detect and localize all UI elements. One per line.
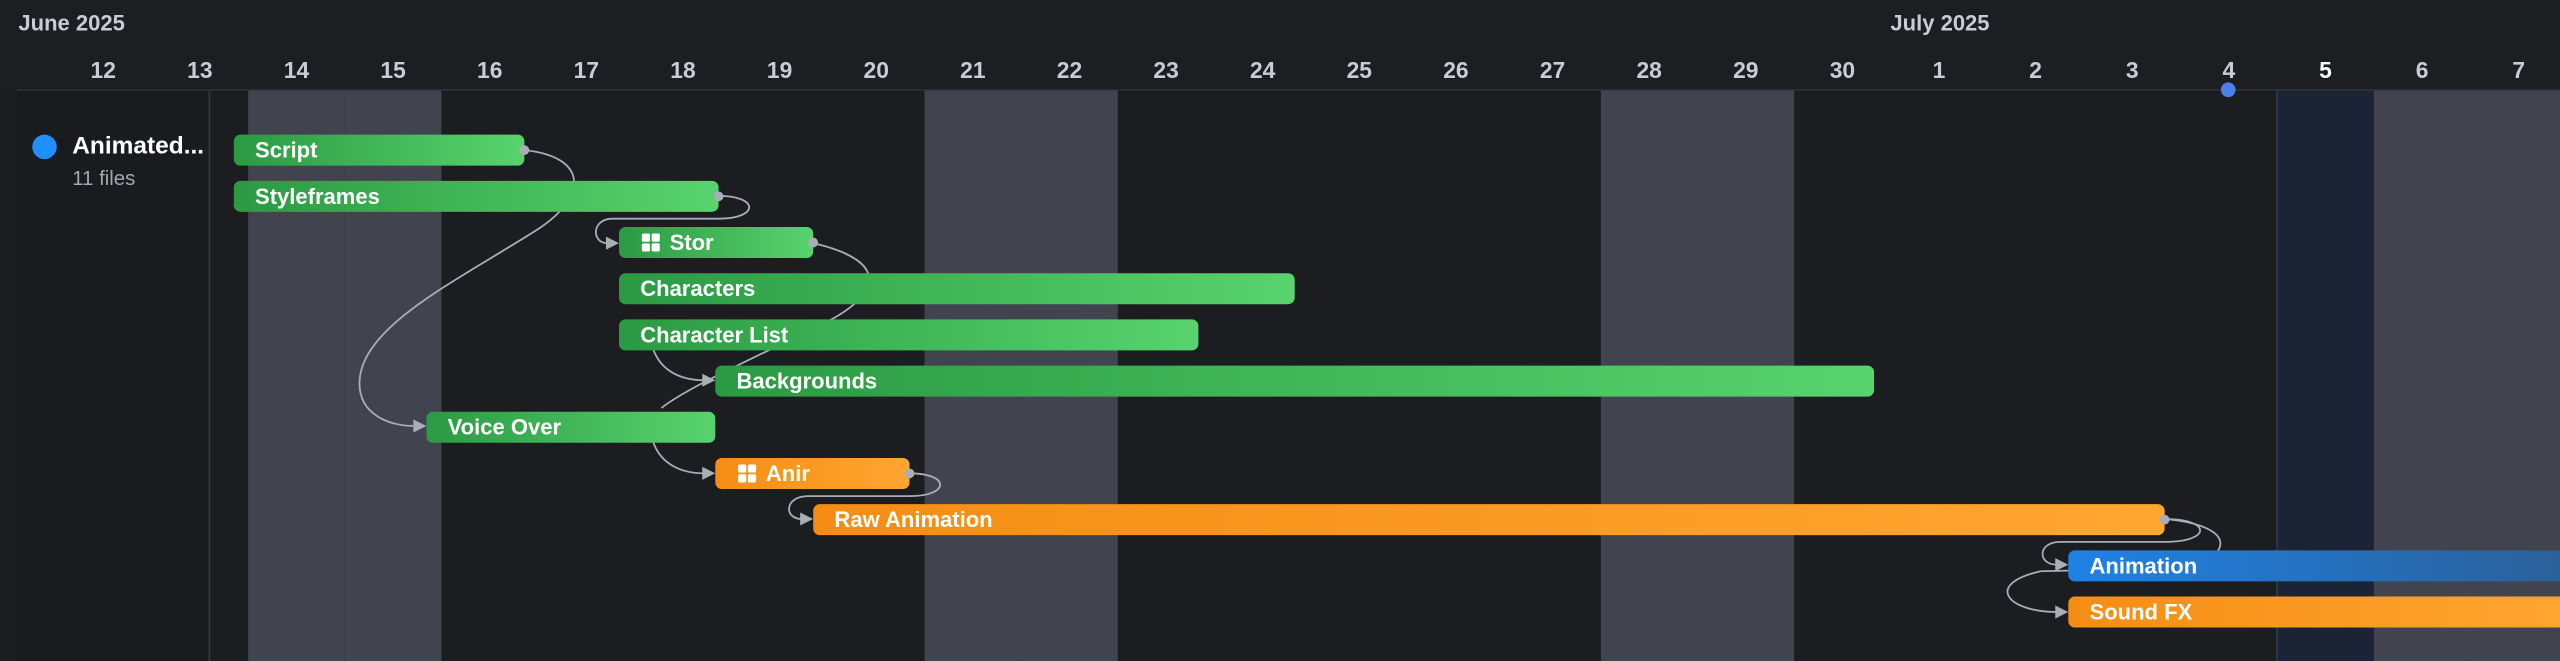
task-label[interactable]: Characters <box>640 276 755 301</box>
day-labels: 12 13 14 15 16 17 18 19 20 21 22 23 24 25 26 27 28 29 30 1 2… <box>91 57 2526 83</box>
task-icon <box>651 233 660 242</box>
task-bar[interactable] <box>2068 596 2560 628</box>
day-label: 26 <box>1443 57 1468 83</box>
day-label: 18 <box>670 57 695 83</box>
project-dot[interactable] <box>32 134 57 160</box>
task-bars: Script Styleframes Stor Characters Character… <box>233 134 2560 628</box>
task-icon <box>738 464 747 473</box>
day-label: 1 <box>1933 57 1946 83</box>
day-label: 22 <box>1057 57 1082 83</box>
task-bar[interactable] <box>619 319 1199 351</box>
task-label[interactable]: Backgrounds <box>737 369 878 394</box>
connector <box>595 194 750 245</box>
day-label: 17 <box>574 57 599 83</box>
day-label: 14 <box>284 57 310 83</box>
connector-handle <box>904 468 915 479</box>
day-label: 25 <box>1347 57 1373 83</box>
day-label: 12 <box>91 57 116 83</box>
task-bar[interactable] <box>715 457 910 489</box>
day-label: 24 <box>1250 57 1276 83</box>
task-label[interactable]: Character List <box>640 322 789 347</box>
day-label: 5 <box>2319 57 2332 83</box>
arrowhead <box>702 373 716 387</box>
task-icon <box>641 243 651 252</box>
task-bar[interactable] <box>233 134 525 166</box>
day-label: 3 <box>2126 57 2139 83</box>
task-bar[interactable] <box>619 273 1295 305</box>
task-bar[interactable] <box>426 411 716 443</box>
day-label: 2 <box>2029 57 2042 83</box>
header <box>0 0 2560 90</box>
month-label: June 2025 <box>18 10 124 35</box>
arrowheads <box>413 236 2069 619</box>
day-label: 13 <box>187 57 212 83</box>
connector <box>652 348 704 382</box>
connector-handle <box>519 145 530 156</box>
connector-handle <box>808 237 819 248</box>
task-icon <box>738 474 747 483</box>
project-files: 11 files <box>72 168 135 190</box>
task-label[interactable]: Stor <box>670 230 714 255</box>
today-marker <box>2220 82 2236 98</box>
task-label[interactable]: Styleframes <box>255 184 380 209</box>
month-label: July 2025 <box>1890 10 1989 35</box>
day-label: 19 <box>767 57 792 83</box>
day-label: 27 <box>1540 57 1565 83</box>
day-label: 23 <box>1153 57 1178 83</box>
connector-handle <box>2159 514 2170 525</box>
day-label: 16 <box>477 57 502 83</box>
day-label: 20 <box>864 57 889 83</box>
task-bar[interactable] <box>2068 550 2560 582</box>
task-label[interactable]: Sound FX <box>2090 599 2193 624</box>
day-label: 29 <box>1733 57 1758 83</box>
task-icon <box>747 464 757 473</box>
arrowhead <box>413 419 427 433</box>
day-label: 21 <box>960 57 986 83</box>
connector <box>788 472 941 520</box>
arrowhead <box>702 466 716 480</box>
arrowhead <box>605 236 619 250</box>
day-label: 7 <box>2512 57 2525 83</box>
task-label[interactable]: Animation <box>2090 553 2198 578</box>
arrowhead <box>800 512 814 526</box>
arrowhead <box>2055 558 2069 572</box>
connector <box>652 441 704 475</box>
day-label: 30 <box>1830 57 1855 83</box>
day-label: 28 <box>1636 57 1661 83</box>
arrowhead <box>2055 605 2069 619</box>
task-label[interactable]: Voice Over <box>448 415 562 440</box>
left-panel <box>16 89 210 661</box>
day-label: 6 <box>2416 57 2429 83</box>
task-bar[interactable] <box>233 180 719 212</box>
connector <box>358 149 575 427</box>
task-label[interactable]: Anir <box>766 461 810 486</box>
task-bar[interactable] <box>715 365 1875 397</box>
task-bar[interactable] <box>619 227 814 259</box>
task-label[interactable]: Script <box>255 138 318 163</box>
project-name[interactable]: Animated... <box>72 132 204 159</box>
task-icon <box>747 474 757 483</box>
day-label: 4 <box>2223 57 2236 83</box>
task-label[interactable]: Raw Animation <box>834 507 992 532</box>
task-icon <box>651 243 660 252</box>
connector-handle <box>713 191 724 202</box>
task-bar[interactable] <box>813 504 2165 536</box>
task-icon <box>641 233 651 242</box>
weekend-shade <box>248 89 345 661</box>
day-label: 15 <box>380 57 406 83</box>
